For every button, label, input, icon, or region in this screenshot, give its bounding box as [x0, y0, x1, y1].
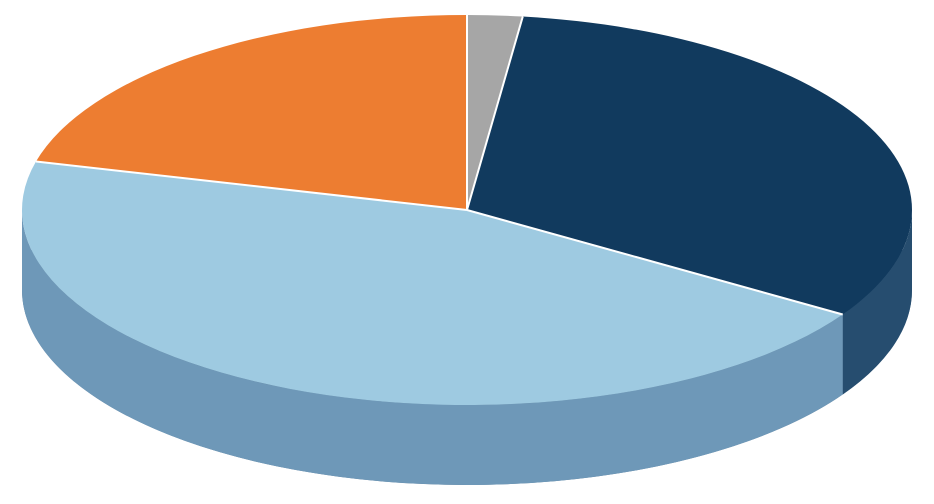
pie-chart	[0, 0, 934, 504]
pie-chart-svg	[0, 0, 934, 504]
